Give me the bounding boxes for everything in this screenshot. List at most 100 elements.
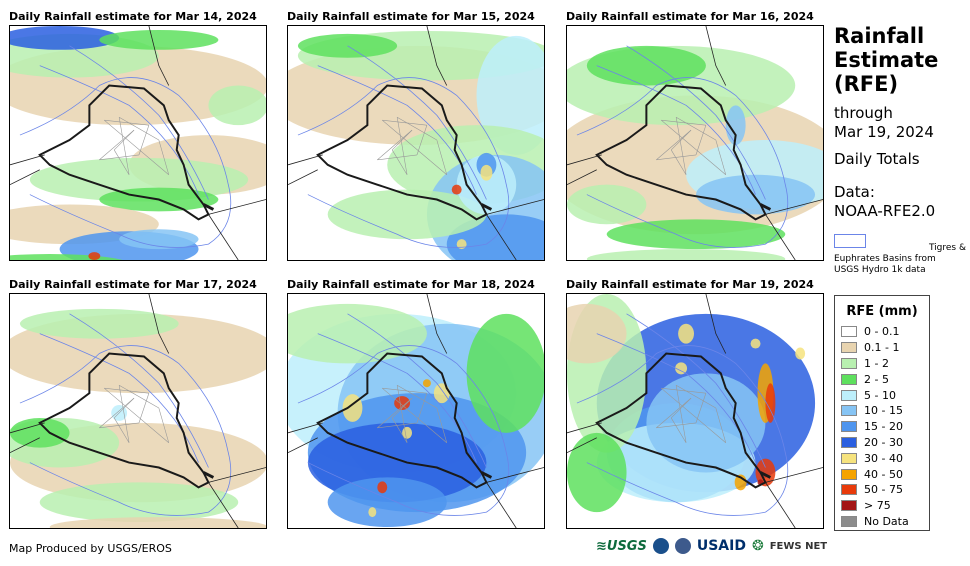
- country-border: [10, 422, 45, 434]
- rainfall-area: [750, 338, 761, 349]
- rainfall-map-2[interactable]: [287, 25, 545, 261]
- rainfall-area: [466, 313, 544, 433]
- country-border: [10, 154, 45, 166]
- rainfall-area: [795, 347, 806, 360]
- totals-label: Daily Totals: [834, 150, 920, 168]
- river: [69, 313, 209, 468]
- rainfall-map-4[interactable]: [9, 293, 267, 529]
- legend-label: No Data: [864, 514, 909, 528]
- basin-outline: [297, 77, 510, 248]
- province-boundary: [656, 397, 692, 429]
- province-boundary: [695, 393, 707, 423]
- rainfall-area: [49, 517, 266, 528]
- legend-swatch: [841, 452, 857, 464]
- rainfall-area: [606, 219, 786, 250]
- panel-title-6: Daily Rainfall estimate for Mar 19, 2024: [566, 278, 814, 291]
- province-boundary: [436, 407, 448, 443]
- rainfall-area: [10, 26, 120, 50]
- noaa-logo-icon: [652, 538, 669, 554]
- province-boundary: [661, 387, 706, 394]
- country-border: [567, 437, 597, 453]
- country-border: [486, 467, 544, 483]
- province-boundary: [661, 119, 706, 126]
- rainfall-area: [39, 482, 239, 523]
- legend-label: 10 - 15: [864, 404, 903, 418]
- panel-title-2: Daily Rainfall estimate for Mar 15, 2024: [287, 10, 535, 23]
- province-boundary: [113, 129, 135, 151]
- legend-label: 30 - 40: [864, 451, 903, 465]
- rainfall-area: [288, 303, 427, 364]
- province-boundary: [396, 385, 408, 443]
- country-border: [148, 294, 170, 354]
- basin-outline: [19, 77, 232, 248]
- legend-title: RFE (mm): [846, 304, 918, 319]
- rainfall-area: [586, 249, 786, 260]
- rainfall-area: [208, 85, 266, 126]
- title-block: Rainfall Estimate (RFE) through Mar 19, …: [834, 24, 964, 221]
- gulf-marker: [480, 471, 493, 479]
- country-border: [208, 199, 266, 215]
- data-label: Data:: [834, 183, 875, 201]
- province-boundary: [675, 117, 687, 175]
- province-boundary: [104, 119, 169, 175]
- country-outline: [316, 352, 488, 489]
- country-border: [486, 214, 517, 260]
- rainfall-map-6[interactable]: [566, 293, 824, 529]
- panel-title-1: Daily Rainfall estimate for Mar 14, 2024: [9, 10, 257, 23]
- basin-note-line1: Tigres &: [928, 243, 966, 253]
- panel-title-5: Daily Rainfall estimate for Mar 18, 2024: [287, 278, 535, 291]
- country-border: [426, 294, 448, 354]
- legend-swatch: [841, 373, 857, 385]
- fews-globe-icon: ❂: [751, 538, 764, 554]
- province-boundary: [391, 397, 413, 419]
- province-boundary: [391, 149, 408, 175]
- legend-swatch: [841, 436, 857, 448]
- rainfall-area: [377, 481, 388, 494]
- legend-item: 30 - 40: [835, 450, 929, 466]
- rainfall-map-1[interactable]: [9, 25, 267, 261]
- data-source: NOAA-RFE2.0: [834, 202, 936, 220]
- province-boundary: [104, 387, 169, 443]
- province-boundary: [113, 149, 130, 175]
- rainfall-area: [368, 507, 377, 518]
- province-boundary: [158, 407, 170, 443]
- legend-swatch: [841, 484, 857, 496]
- province-boundary: [377, 397, 413, 429]
- basin-note-line3: USGS Hydro 1k data: [834, 265, 926, 275]
- basin-outline: [576, 77, 789, 248]
- gulf-marker: [202, 203, 215, 211]
- country-border: [288, 154, 323, 166]
- rainfall-map-5[interactable]: [287, 293, 545, 529]
- agency-logos: ≋USGS USAID ❂ FEWS NET: [596, 538, 827, 554]
- province-boundary: [99, 422, 140, 429]
- main-title-line3: (RFE): [834, 72, 899, 96]
- province-boundary: [675, 116, 716, 141]
- province-boundary: [382, 119, 447, 175]
- country-border: [288, 422, 323, 434]
- rainfall-area: [480, 164, 493, 181]
- rainfall-area: [646, 373, 766, 473]
- province-boundary: [670, 129, 692, 151]
- river: [626, 45, 766, 200]
- river: [347, 313, 487, 468]
- legend-item: No Data: [835, 514, 929, 530]
- rainfall-map-3[interactable]: [566, 25, 824, 261]
- legend-item: 0 - 0.1: [835, 324, 929, 340]
- country-border: [567, 169, 597, 185]
- rainfall-area: [99, 29, 219, 50]
- legend-item: > 75: [835, 498, 929, 514]
- basin-note-line2: Euphrates Basins from: [834, 254, 936, 264]
- country-border: [486, 482, 517, 528]
- province-boundary: [377, 422, 418, 429]
- rainfall-area: [88, 252, 101, 260]
- country-outline: [38, 84, 210, 221]
- rainfall-area: [456, 239, 467, 250]
- province-boundary: [104, 119, 149, 126]
- province-boundary: [382, 119, 427, 126]
- usgs-logo: ≋USGS: [596, 538, 647, 554]
- province-boundary: [158, 139, 170, 175]
- legend-label: 15 - 20: [864, 420, 903, 434]
- country-border: [10, 437, 40, 453]
